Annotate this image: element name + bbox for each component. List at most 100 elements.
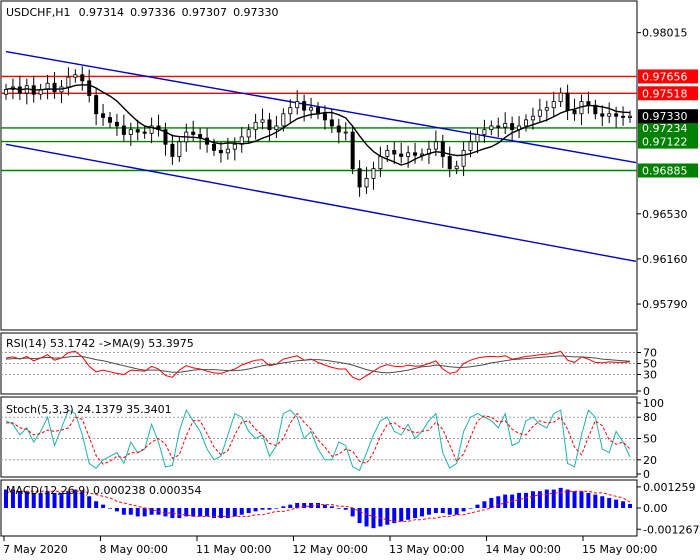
- macd-bar: [600, 496, 605, 508]
- time-tick-label: 14 May 00:00: [486, 543, 561, 556]
- axis-tick-label: 0: [643, 468, 650, 481]
- macd-bar: [614, 499, 619, 508]
- macd-bar: [232, 508, 237, 517]
- macd-bar: [135, 508, 140, 517]
- macd-bar: [24, 491, 29, 508]
- macd-bar: [66, 491, 71, 508]
- candle-body: [621, 115, 626, 118]
- macd-bar: [371, 508, 376, 529]
- time-axis: 7 May 2020 8 May 00:00 11 May 00:00 12 May …: [3, 536, 657, 556]
- candle-body: [628, 115, 633, 118]
- price-pane: USDCHF,H1 0.97314 0.97336 0.97307 0.97330 0.…: [0, 0, 698, 331]
- price-pane-frame: [0, 0, 638, 331]
- macd-bar: [31, 492, 36, 508]
- macd-bar: [551, 489, 556, 508]
- price-level-tag: [638, 163, 698, 178]
- macd-bar: [121, 508, 126, 515]
- price-level-label: 0.97122: [642, 136, 688, 149]
- candle-body: [177, 141, 182, 157]
- time-tick-label: 13 May 00:00: [389, 543, 464, 556]
- stochastic-d-line: [6, 412, 631, 465]
- candle-body: [114, 121, 119, 127]
- candle-body: [524, 119, 529, 127]
- candle-body: [253, 121, 258, 131]
- macd-bar: [544, 489, 549, 508]
- macd-bar: [385, 508, 390, 525]
- macd-bar: [621, 501, 626, 508]
- macd-bar: [572, 491, 577, 508]
- candle-body: [413, 152, 418, 156]
- header-close: 0.97330: [233, 6, 279, 19]
- macd-bar: [336, 508, 341, 509]
- candle-body: [489, 125, 494, 131]
- macd-bar: [80, 491, 85, 508]
- header-low: 0.97307: [182, 6, 228, 19]
- macd-bar: [399, 508, 404, 522]
- axis-tick-label: -0.001267: [643, 523, 699, 536]
- macd-bar: [114, 508, 119, 512]
- macd-pane: MACD(12,26,9) 0.000238 0.000354 0.001259…: [0, 479, 699, 537]
- symbol-header: USDCHF,H1 0.97314 0.97336 0.97307 0.97330: [6, 6, 279, 19]
- macd-bar: [454, 508, 459, 515]
- macd-bar: [503, 494, 508, 508]
- axis-tick-label: 100: [643, 397, 664, 410]
- candle-body: [246, 129, 251, 138]
- candle-body: [419, 153, 424, 156]
- candle-body: [170, 143, 175, 157]
- macd-label: MACD(12,26,9) 0.000238 0.000354: [6, 484, 202, 497]
- price-level-tag: [638, 69, 698, 84]
- candle-body: [614, 113, 619, 117]
- stochastic-pane-frame: [0, 396, 638, 478]
- axis-tick-label: 50: [643, 358, 657, 371]
- price-level-label: 0.97234: [642, 122, 688, 135]
- macd-signal-line: [5, 490, 631, 522]
- macd-bar: [38, 492, 43, 508]
- macd-bar: [4, 489, 8, 508]
- axis-tick-label: 30: [643, 369, 657, 382]
- axis-tick-label: 80: [643, 411, 657, 424]
- macd-bar: [212, 508, 216, 519]
- candle-body: [503, 123, 508, 128]
- macd-bar: [309, 502, 314, 508]
- axis-tick-label: 0.00: [643, 502, 668, 515]
- current-price-tag: [638, 109, 698, 124]
- time-tick-label: 12 May 00:00: [293, 543, 368, 556]
- candle-body: [482, 129, 487, 135]
- macd-bar: [225, 508, 230, 519]
- trend-channel: [5, 50, 637, 263]
- candle-body: [440, 141, 445, 157]
- macd-bar: [218, 508, 223, 519]
- candle-body: [447, 156, 452, 170]
- macd-bar: [191, 508, 196, 517]
- candle-body: [4, 88, 9, 95]
- candle-body: [461, 149, 466, 167]
- rsi-label: RSI(14) 53.1742 ->MA(9) 53.3975: [6, 337, 194, 350]
- macd-bar: [73, 489, 78, 508]
- macd-bar: [420, 508, 424, 517]
- macd-bar: [10, 489, 15, 508]
- candle-body: [586, 101, 591, 106]
- candle-body: [80, 74, 85, 82]
- macd-bar: [489, 497, 494, 508]
- stochastic-k-line: [5, 408, 631, 472]
- macd-bar: [267, 508, 272, 510]
- macd-bar: [128, 508, 133, 515]
- candle-body: [537, 109, 542, 117]
- candle-body: [142, 131, 147, 134]
- macd-bar: [447, 508, 452, 515]
- candle-body: [163, 129, 168, 145]
- candle-body: [329, 119, 334, 127]
- candle-body: [281, 113, 286, 127]
- candle-body: [510, 123, 515, 131]
- candle-body: [288, 107, 293, 115]
- price-tick-label: 0.96160: [642, 253, 688, 266]
- header-high: 0.97336: [130, 6, 176, 19]
- candle-body: [128, 129, 133, 135]
- macd-bar: [413, 508, 418, 519]
- candle-body: [357, 168, 362, 188]
- macd-bar: [517, 492, 522, 508]
- axis-tick-label: 20: [643, 454, 657, 467]
- macd-bar: [59, 492, 64, 508]
- macd-bar: [350, 508, 355, 517]
- axis-tick-label: 0.001259: [643, 481, 696, 494]
